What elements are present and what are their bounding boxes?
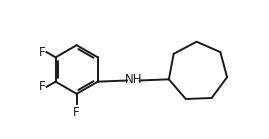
Text: F: F xyxy=(73,106,80,119)
Text: NH: NH xyxy=(125,73,142,86)
Text: F: F xyxy=(38,80,45,93)
Text: F: F xyxy=(38,46,45,59)
